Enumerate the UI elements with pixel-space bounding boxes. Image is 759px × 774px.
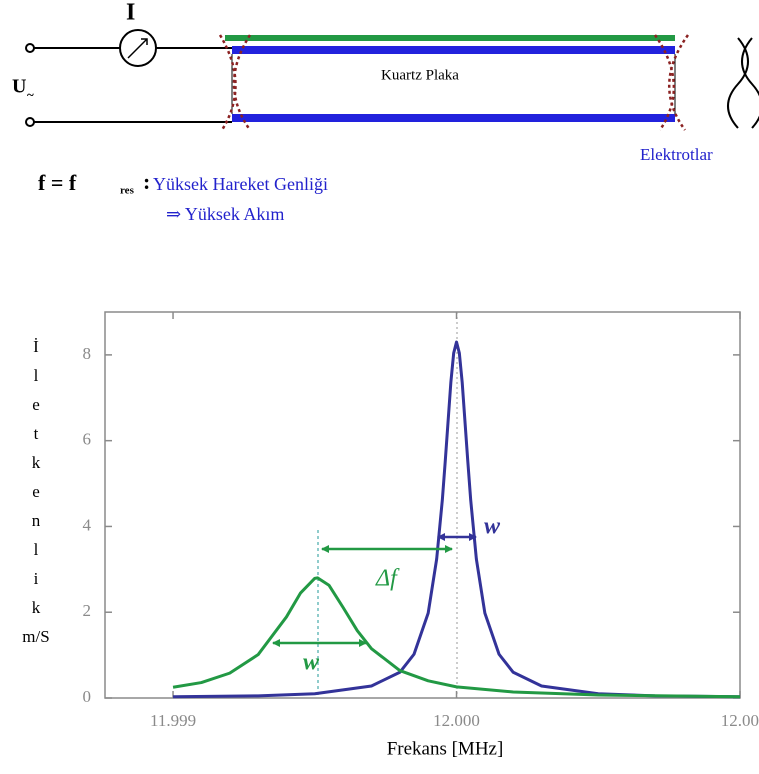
electrode-label: Elektrotlar (640, 145, 713, 164)
plot-frame (104, 311, 741, 699)
plate-label: Kuartz Plaka (381, 67, 459, 83)
series-line (173, 340, 741, 699)
y-axis-label: İ (33, 337, 39, 356)
annotation: w (484, 514, 501, 540)
y-tick-label: 0 (83, 687, 92, 706)
y-axis-label: l (34, 366, 39, 385)
current-label: I (126, 0, 135, 26)
annotation: Δf (375, 566, 400, 592)
y-axis-label: k (32, 598, 41, 617)
quartz-plate (218, 34, 759, 131)
condition-line: ⇒ Yüksek Akım (166, 204, 284, 224)
y-axis-label: l (34, 540, 39, 559)
y-tick-label: 2 (83, 601, 92, 620)
y-tick-label: 6 (83, 430, 92, 449)
y-axis-label: k (32, 453, 41, 472)
circuit (25, 29, 232, 127)
y-axis-label: n (32, 511, 41, 530)
x-tick-label: 12.000 (433, 711, 480, 730)
y-axis-label: i (34, 569, 39, 588)
plot (104, 311, 741, 699)
voltage-sub: ~ (27, 87, 34, 102)
x-tick-label: 12.00 (721, 711, 759, 730)
y-tick-label: 8 (83, 344, 92, 363)
y-tick-label: 4 (83, 515, 92, 534)
series-line (172, 576, 741, 699)
condition: f = f (38, 170, 77, 195)
annotations: Δf w w (272, 514, 501, 676)
y-axis-label: e (32, 395, 40, 414)
voltage-label: U (12, 76, 26, 98)
x-tick-label: 11.999 (150, 711, 196, 730)
y-axis-label: m/S (22, 627, 49, 646)
annotation: w (303, 650, 320, 676)
condition-colon: : (143, 169, 150, 194)
condition-sub: res (120, 185, 135, 197)
y-axis-label: e (32, 482, 40, 501)
y-axis-label: t (34, 424, 39, 443)
x-axis-label: Frekans [MHz] (387, 738, 504, 759)
condition-line: Yüksek Hareket Genliği (153, 174, 328, 194)
